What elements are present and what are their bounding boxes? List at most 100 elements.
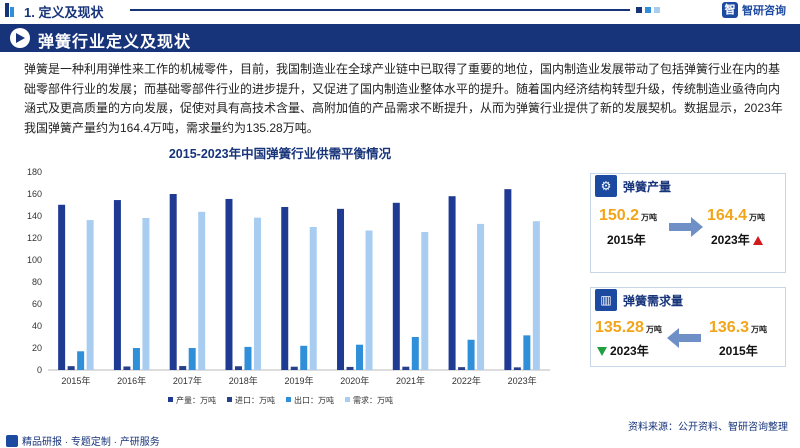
- end-year: 2023年: [711, 231, 763, 248]
- y-tick-label: 100: [27, 255, 42, 265]
- bar-4: [253, 217, 261, 370]
- divider-square: [636, 7, 642, 13]
- arrow-right-icon: [669, 217, 703, 237]
- x-tick-label: 2016年: [117, 375, 146, 386]
- brand-logo-icon: [6, 434, 18, 447]
- y-tick-label: 180: [27, 167, 42, 177]
- y-tick-label: 80: [32, 277, 42, 287]
- bar-1: [392, 202, 400, 370]
- bar-4: [309, 227, 317, 370]
- bar-4: [198, 211, 206, 370]
- end-value: 135.28 万吨: [595, 319, 662, 336]
- start-year: 2015年: [607, 233, 646, 247]
- bar-2: [402, 366, 410, 370]
- y-tick-label: 140: [27, 211, 42, 221]
- top-bar: 1. 定义及现状 智 智研咨询: [0, 0, 800, 20]
- bar-1: [281, 206, 289, 370]
- card-header: ⚙ 弹簧产量: [591, 174, 691, 198]
- bar-chart-icon: ▥: [595, 289, 617, 311]
- y-tick-label: 20: [32, 343, 42, 353]
- bar-1: [113, 200, 121, 370]
- y-tick-label: 0: [37, 365, 42, 375]
- start-value: 136.3 万吨: [709, 319, 768, 336]
- source-note: 资料来源：公开资料、智研咨询整理: [628, 422, 788, 433]
- divider-square: [645, 7, 651, 13]
- bar-2: [179, 366, 187, 370]
- x-tick-label: 2023年: [508, 375, 537, 386]
- bar-4: [365, 230, 373, 370]
- x-tick-label: 2017年: [173, 375, 202, 386]
- bar-1: [58, 204, 66, 370]
- demand-card: ▥ 弹簧需求量 135.28 万吨 2023年 136.3 万吨 2015年: [590, 287, 786, 367]
- legend-swatch: [168, 397, 173, 402]
- start-year: 2015年: [719, 344, 758, 358]
- x-tick-label: 2015年: [61, 375, 90, 386]
- bar-2: [234, 366, 242, 370]
- supply-demand-bar-chart: 0 20 40 60 80 100 120 140 160 180 2015年 2016年 2017年 2…: [27, 167, 550, 405]
- bar-4: [532, 221, 540, 370]
- banner-title: 弹簧行业定义及现状: [38, 34, 192, 51]
- footer: 精品研报 · 专题定制 · 产研服务 资料来源：公开资料、智研咨询整理: [0, 422, 800, 448]
- card-title: 弹簧需求量: [623, 293, 684, 308]
- card-header: ▥ 弹簧需求量: [591, 288, 691, 312]
- bar-2: [67, 366, 75, 370]
- legend-swatch: [227, 397, 232, 402]
- bar-1: [225, 198, 233, 370]
- x-tick-label: 2022年: [452, 375, 481, 386]
- bar-4: [477, 223, 485, 370]
- bar-4: [142, 217, 150, 370]
- y-tick-label: 60: [32, 299, 42, 309]
- end-year: 2023年: [597, 342, 649, 359]
- legend-swatch: [345, 397, 350, 402]
- bar-3: [523, 335, 531, 370]
- production-card: ⚙ 弹簧产量 150.2 万吨 2015年 164.4 万吨 2023年: [590, 173, 786, 273]
- x-tick-label: 2018年: [229, 375, 258, 386]
- section-mark-icon: [5, 3, 16, 17]
- footer-left: 精品研报 · 专题定制 · 产研服务: [6, 433, 160, 448]
- chart-title: 2015-2023年中国弹簧行业供需平衡情况: [168, 147, 392, 161]
- legend-label: 进口：万吨: [235, 395, 275, 405]
- y-tick-label: 160: [27, 189, 42, 199]
- trend-down-icon: [597, 347, 607, 357]
- end-value: 164.4 万吨: [707, 207, 766, 224]
- bar-2: [290, 366, 298, 370]
- bar-1: [448, 196, 456, 370]
- play-arrow-icon: [10, 28, 30, 48]
- bar-1: [504, 189, 512, 370]
- footer-services: 精品研报 · 专题定制 · 产研服务: [22, 437, 160, 448]
- y-tick-label: 40: [32, 321, 42, 331]
- start-value: 150.2 万吨: [599, 207, 658, 224]
- trend-up-icon: [752, 236, 763, 246]
- divider-square: [654, 7, 660, 13]
- card-title: 弹簧产量: [623, 179, 672, 194]
- legend-label: 产量：万吨: [176, 395, 216, 405]
- bar-2: [513, 367, 521, 370]
- bar-2: [346, 366, 354, 370]
- section-banner: 弹簧行业定义及现状: [0, 24, 800, 52]
- bar-4: [421, 231, 429, 370]
- intro-paragraph: 弹簧是一种利用弹性来工作的机械零件，目前，我国制造业在全球产业链中已取得了重要的…: [24, 62, 783, 135]
- bar-2: [123, 366, 131, 370]
- legend-label: 需求：万吨: [353, 395, 393, 405]
- bar-3: [244, 346, 252, 370]
- legend-label: 出口：万吨: [294, 395, 334, 405]
- brand: 智 智研咨询: [722, 2, 786, 18]
- bar-3: [132, 348, 140, 370]
- divider-line: [130, 9, 630, 11]
- brand-logo-icon: 智: [722, 2, 738, 18]
- x-tick-label: 2020年: [340, 375, 369, 386]
- arrow-left-icon: [667, 328, 701, 348]
- bar-3: [467, 339, 475, 370]
- y-tick-label: 120: [27, 233, 42, 243]
- bar-2: [458, 367, 466, 370]
- x-tick-label: 2019年: [284, 375, 313, 386]
- bar-3: [300, 345, 308, 370]
- bar-3: [77, 351, 85, 370]
- factory-icon: ⚙: [595, 175, 617, 197]
- bar-3: [188, 348, 196, 370]
- bar-4: [86, 220, 94, 370]
- bar-3: [356, 344, 364, 370]
- brand-name: 智研咨询: [742, 5, 786, 17]
- bar-1: [169, 194, 177, 370]
- legend-swatch: [286, 397, 291, 402]
